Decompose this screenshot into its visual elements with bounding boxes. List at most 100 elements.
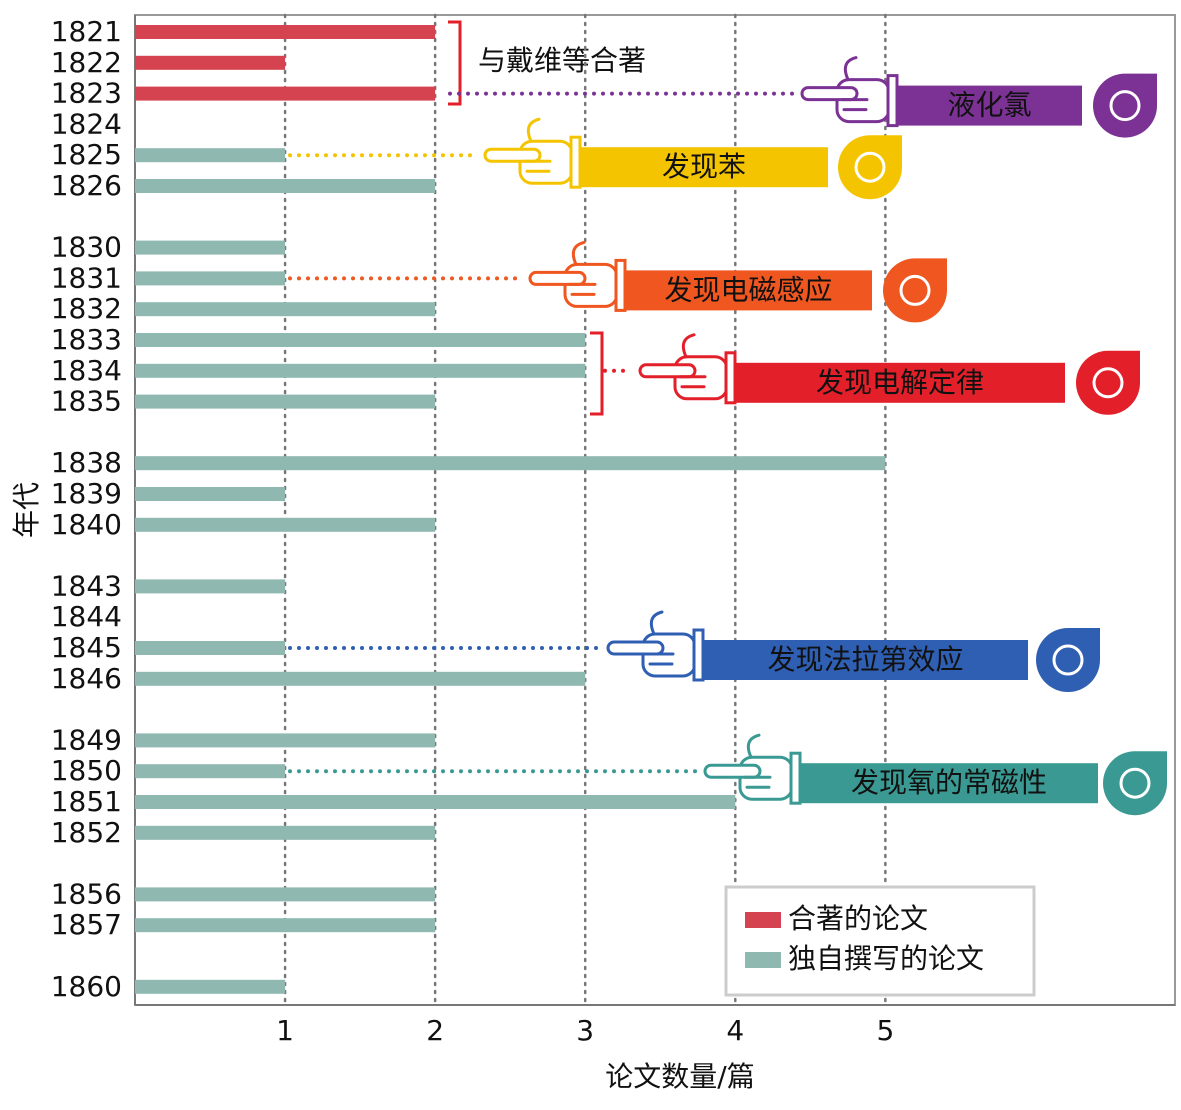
annotation-box xyxy=(735,362,1065,403)
annotation-text: 发现电解定律 xyxy=(816,366,984,399)
bar xyxy=(135,333,586,347)
y-tick-label: 1844 xyxy=(51,600,122,633)
icon-glyph xyxy=(854,151,886,183)
y-tick-label: 1860 xyxy=(51,970,122,1003)
hand-cuff xyxy=(614,258,627,312)
bar xyxy=(135,55,286,70)
y-tick-label: 1835 xyxy=(51,385,122,418)
annotation-icon xyxy=(1036,628,1100,692)
legend-label: 合著的论文 xyxy=(788,902,928,935)
y-tick-label: 1830 xyxy=(51,231,122,264)
annotation-text: 发现苯 xyxy=(662,150,746,183)
bar xyxy=(135,394,436,409)
y-tick-label: 1846 xyxy=(51,662,122,695)
bar xyxy=(135,271,286,286)
bar xyxy=(135,86,436,101)
bar xyxy=(135,579,286,594)
y-axis-label: 年代 xyxy=(10,482,43,538)
hand-finger xyxy=(703,763,762,779)
bar xyxy=(135,733,436,748)
annotation-box xyxy=(625,270,872,311)
y-tick-label: 1857 xyxy=(51,908,122,941)
y-tick-label: 1831 xyxy=(51,261,122,294)
y-tick-label: 1840 xyxy=(51,508,122,541)
bar xyxy=(135,764,286,779)
hand-cuff xyxy=(886,74,899,128)
x-tick-label: 1 xyxy=(276,1014,294,1047)
x-tick-label: 4 xyxy=(726,1014,744,1047)
hand-fingers xyxy=(568,240,597,296)
y-tick-label: 1823 xyxy=(51,77,122,110)
annotation-icon xyxy=(883,258,947,323)
pointing-hand xyxy=(606,610,705,682)
x-tick-label: 3 xyxy=(576,1014,594,1047)
icon-glyph xyxy=(1119,767,1151,799)
bar xyxy=(135,887,436,902)
y-tick-label: 1832 xyxy=(51,292,122,325)
bar xyxy=(135,795,736,809)
hand-cuff xyxy=(569,135,582,189)
y-tick-label: 1834 xyxy=(51,354,122,387)
annotation-text: 发现电磁感应 xyxy=(664,273,832,306)
hand-finger xyxy=(483,147,542,163)
hand-cuff xyxy=(789,751,802,805)
y-tick-label: 1838 xyxy=(51,446,122,479)
annotation-box xyxy=(703,640,1028,680)
bracket-note: 与戴维等合著 xyxy=(478,44,646,77)
bar xyxy=(135,456,886,471)
bar xyxy=(135,825,436,840)
y-tick-label: 1821 xyxy=(51,15,122,48)
hand-cuff xyxy=(692,628,705,682)
icon-glyph xyxy=(1092,367,1124,399)
legend-swatch xyxy=(745,952,781,968)
bar xyxy=(135,641,286,655)
x-tick-label: 2 xyxy=(426,1014,444,1047)
annotation-text: 发现法拉第效应 xyxy=(767,643,963,676)
legend-swatch xyxy=(745,912,781,928)
annotation-icon xyxy=(1093,73,1157,138)
y-tick-label: 1839 xyxy=(51,477,122,510)
y-tick-label: 1833 xyxy=(51,323,122,356)
y-tick-label: 1849 xyxy=(51,723,122,756)
x-axis-label: 论文数量/篇 xyxy=(605,1060,754,1093)
y-tick-label: 1845 xyxy=(51,631,122,664)
annotation-box xyxy=(580,147,828,188)
annotation-box xyxy=(897,85,1082,126)
icon-glyph xyxy=(1052,644,1084,676)
y-tick-label: 1822 xyxy=(51,46,122,79)
annotation-box xyxy=(800,763,1098,804)
bar xyxy=(135,487,286,501)
pointing-hand xyxy=(800,56,899,128)
legend-box xyxy=(724,885,1036,997)
hand-finger xyxy=(528,270,587,286)
annotation-icon xyxy=(1076,350,1140,415)
y-tick-label: 1825 xyxy=(51,138,122,171)
pointing-hand xyxy=(638,333,737,405)
icon-glyph xyxy=(1109,90,1141,122)
hand-fingers xyxy=(523,117,552,173)
y-tick-label: 1824 xyxy=(51,107,122,140)
x-tick-label: 5 xyxy=(876,1014,894,1047)
hand-fingers xyxy=(678,333,707,389)
bar xyxy=(135,979,286,994)
hand-finger xyxy=(606,640,665,656)
bar xyxy=(135,179,436,193)
y-tick-label: 1851 xyxy=(51,785,122,818)
annotation-text: 液化氯 xyxy=(947,89,1031,122)
bar xyxy=(135,148,286,163)
y-tick-label: 1850 xyxy=(51,754,122,787)
annotation-icon xyxy=(1103,751,1167,816)
annotation-text: 发现氧的常磁性 xyxy=(851,766,1047,799)
legend-label: 独自撰写的论文 xyxy=(788,942,984,975)
hand-fingers xyxy=(743,733,772,789)
y-tick-label: 1826 xyxy=(51,169,122,202)
bracket xyxy=(448,20,604,416)
annotation-icon xyxy=(838,135,902,200)
bar xyxy=(135,918,436,933)
hand-cuff xyxy=(724,351,737,405)
bar xyxy=(135,302,436,317)
y-tick-label: 1856 xyxy=(51,877,122,910)
y-tick-label: 1852 xyxy=(51,816,122,849)
hand-finger xyxy=(638,363,697,379)
